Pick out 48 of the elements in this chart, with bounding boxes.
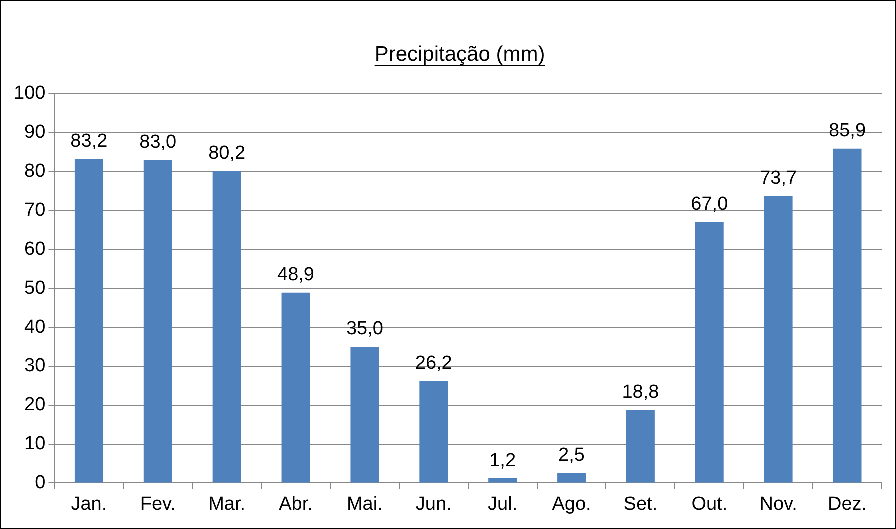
x-tick-label: Jun.	[416, 494, 452, 515]
x-tick-label: Jan.	[71, 494, 108, 515]
x-tick-label: Jul.	[488, 494, 518, 515]
data-label: 18,8	[622, 382, 660, 403]
data-label: 73,7	[760, 168, 798, 190]
x-tick-label: Abr.	[279, 494, 313, 515]
bar	[350, 346, 380, 483]
x-tick-label: Mai.	[346, 494, 383, 515]
y-tick-label: 100	[14, 83, 46, 104]
bar	[558, 473, 586, 483]
bar	[420, 381, 448, 483]
bar	[626, 410, 655, 483]
data-label: 48,9	[278, 264, 314, 286]
bar	[282, 292, 310, 483]
chart-title: Precipitação (mm)	[374, 43, 546, 66]
y-tick-label: 50	[24, 278, 46, 299]
y-tick-label: 0	[35, 472, 46, 494]
y-tick-label: 30	[24, 356, 46, 377]
data-label: 1,2	[490, 450, 516, 472]
data-label: 83,2	[70, 131, 108, 152]
bar	[74, 159, 104, 483]
x-tick-label: Out.	[692, 494, 728, 515]
data-label: 85,9	[829, 120, 866, 142]
bar	[212, 171, 242, 483]
x-tick-label: Mar.	[208, 494, 246, 515]
bar	[695, 222, 724, 483]
y-tick-label: 90	[24, 122, 46, 144]
x-tick-label: Nov.	[760, 494, 798, 515]
y-tick-label: 40	[24, 316, 46, 338]
data-label: 83,0	[140, 132, 177, 153]
x-tick-label: Ago.	[552, 494, 592, 515]
data-label: 26,2	[415, 352, 452, 374]
data-label: 35,0	[346, 318, 384, 340]
x-tick-label: Fev.	[140, 494, 176, 515]
bar	[488, 478, 518, 483]
y-tick-label: 70	[24, 200, 46, 221]
data-label: 2,5	[558, 445, 585, 466]
bar	[764, 196, 793, 483]
x-tick-label: Dez.	[828, 494, 868, 515]
data-label: 80,2	[208, 142, 246, 164]
x-tick-label: Set.	[624, 494, 658, 515]
bar	[144, 160, 172, 483]
y-tick-label: 60	[24, 238, 46, 260]
bar	[833, 148, 862, 483]
y-tick-label: 10	[24, 434, 46, 455]
data-label: 67,0	[691, 194, 728, 216]
y-tick-label: 80	[24, 161, 46, 182]
y-tick-label: 20	[24, 394, 46, 416]
